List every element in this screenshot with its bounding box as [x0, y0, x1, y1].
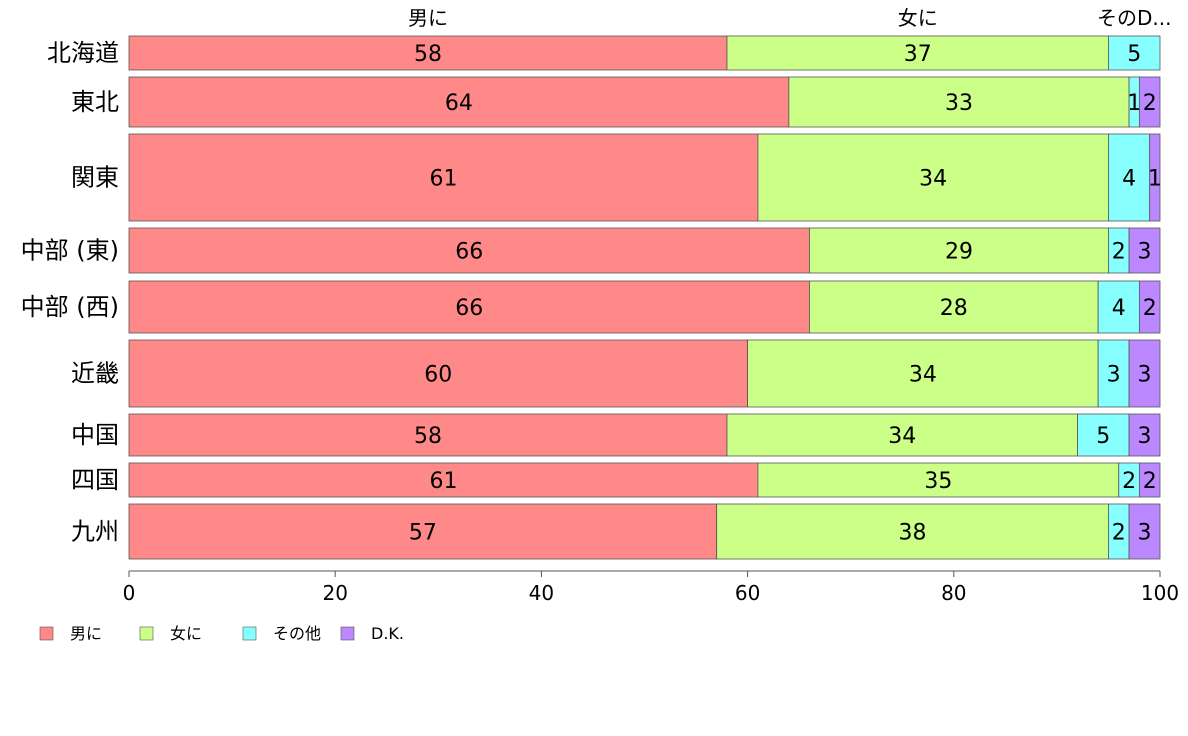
legend-swatch — [340, 626, 355, 641]
data-label: 2 — [1143, 296, 1157, 321]
data-label: 3 — [1138, 240, 1152, 265]
data-label: 57 — [409, 521, 437, 546]
category-label: 近畿 — [71, 360, 119, 388]
bar-segment — [128, 503, 718, 560]
bar-segment — [726, 35, 1109, 71]
x-tick-label: 80 — [941, 581, 966, 605]
legend-swatch — [242, 626, 257, 641]
bar-segment — [1128, 413, 1161, 457]
data-label: 60 — [424, 363, 452, 388]
data-label: 34 — [919, 167, 947, 192]
data-label: 5 — [1096, 424, 1110, 449]
top-series-label: そのD... — [1097, 6, 1171, 30]
data-label: 2 — [1143, 91, 1157, 116]
legend-label: 男に — [70, 624, 102, 643]
bar-segment — [128, 133, 759, 222]
data-label: 35 — [924, 469, 952, 494]
data-label: 58 — [414, 42, 442, 67]
bar-segment — [128, 35, 728, 71]
data-label: 34 — [888, 424, 916, 449]
data-label: 61 — [429, 469, 457, 494]
category-label: 中国 — [71, 421, 119, 449]
x-tick-label: 20 — [322, 581, 347, 605]
bar-segment — [1097, 280, 1140, 334]
bar-segment — [788, 76, 1130, 128]
data-label: 3 — [1138, 521, 1152, 546]
bar-segment — [1128, 339, 1161, 408]
data-label: 4 — [1112, 296, 1126, 321]
legend-swatch — [139, 626, 154, 641]
legend-label: 女に — [170, 624, 202, 643]
x-tick-label: 0 — [123, 581, 136, 605]
bar-segment — [757, 133, 1109, 222]
bar-segment — [1128, 227, 1161, 274]
data-label: 2 — [1112, 240, 1126, 265]
bar-segment — [716, 503, 1109, 560]
data-label: 2 — [1122, 469, 1136, 494]
data-label: 29 — [945, 240, 973, 265]
data-label: 28 — [940, 296, 968, 321]
data-label: 2 — [1112, 521, 1126, 546]
data-label: 5 — [1127, 42, 1141, 67]
data-label: 64 — [445, 91, 473, 116]
legend-swatch — [39, 626, 54, 641]
bar-segment — [128, 76, 790, 128]
bar-segment — [128, 227, 810, 274]
bar-segment — [1108, 133, 1151, 222]
bar-segment — [1077, 413, 1130, 457]
bar-segment — [1097, 339, 1130, 408]
bar-segment — [1138, 462, 1161, 498]
bar-segment — [1108, 35, 1161, 71]
bar-segment — [747, 339, 1099, 408]
data-label: 66 — [455, 296, 483, 321]
data-label: 1 — [1127, 91, 1141, 116]
data-label: 66 — [455, 240, 483, 265]
category-label: 中部 (東) — [21, 237, 119, 265]
bar-segment — [128, 413, 728, 457]
data-label: 34 — [909, 363, 937, 388]
bar-segment — [809, 280, 1099, 334]
data-label: 3 — [1138, 424, 1152, 449]
data-label: 58 — [414, 424, 442, 449]
legend-label: その他 — [273, 624, 321, 643]
data-label: 37 — [904, 42, 932, 67]
x-tick-label: 100 — [1141, 581, 1179, 605]
x-tick-label: 40 — [529, 581, 554, 605]
category-label: 九州 — [71, 518, 119, 546]
bar-segment — [726, 413, 1078, 457]
data-label: 3 — [1107, 363, 1121, 388]
legend-label: D.K. — [371, 624, 404, 643]
data-label: 1 — [1148, 167, 1162, 192]
bar-segment — [128, 339, 748, 408]
data-label: 33 — [945, 91, 973, 116]
category-label: 北海道 — [47, 39, 119, 67]
top-series-label: 男に — [408, 6, 448, 30]
data-label: 38 — [899, 521, 927, 546]
category-label: 四国 — [71, 466, 119, 494]
data-label: 2 — [1143, 469, 1157, 494]
data-label: 61 — [429, 167, 457, 192]
bar-segment — [1138, 76, 1161, 128]
category-label: 東北 — [71, 88, 119, 116]
bar-segment — [1149, 133, 1161, 222]
bar-segment — [757, 462, 1120, 498]
bar-segment — [128, 280, 810, 334]
bar-segment — [128, 462, 759, 498]
category-label: 中部 (西) — [21, 293, 119, 321]
data-label: 3 — [1138, 363, 1152, 388]
category-label: 関東 — [71, 164, 119, 192]
x-tick-label: 60 — [735, 581, 760, 605]
data-label: 4 — [1122, 167, 1136, 192]
top-series-label: 女に — [898, 6, 938, 30]
bar-segment — [1138, 280, 1161, 334]
bar-segment — [1128, 503, 1161, 560]
